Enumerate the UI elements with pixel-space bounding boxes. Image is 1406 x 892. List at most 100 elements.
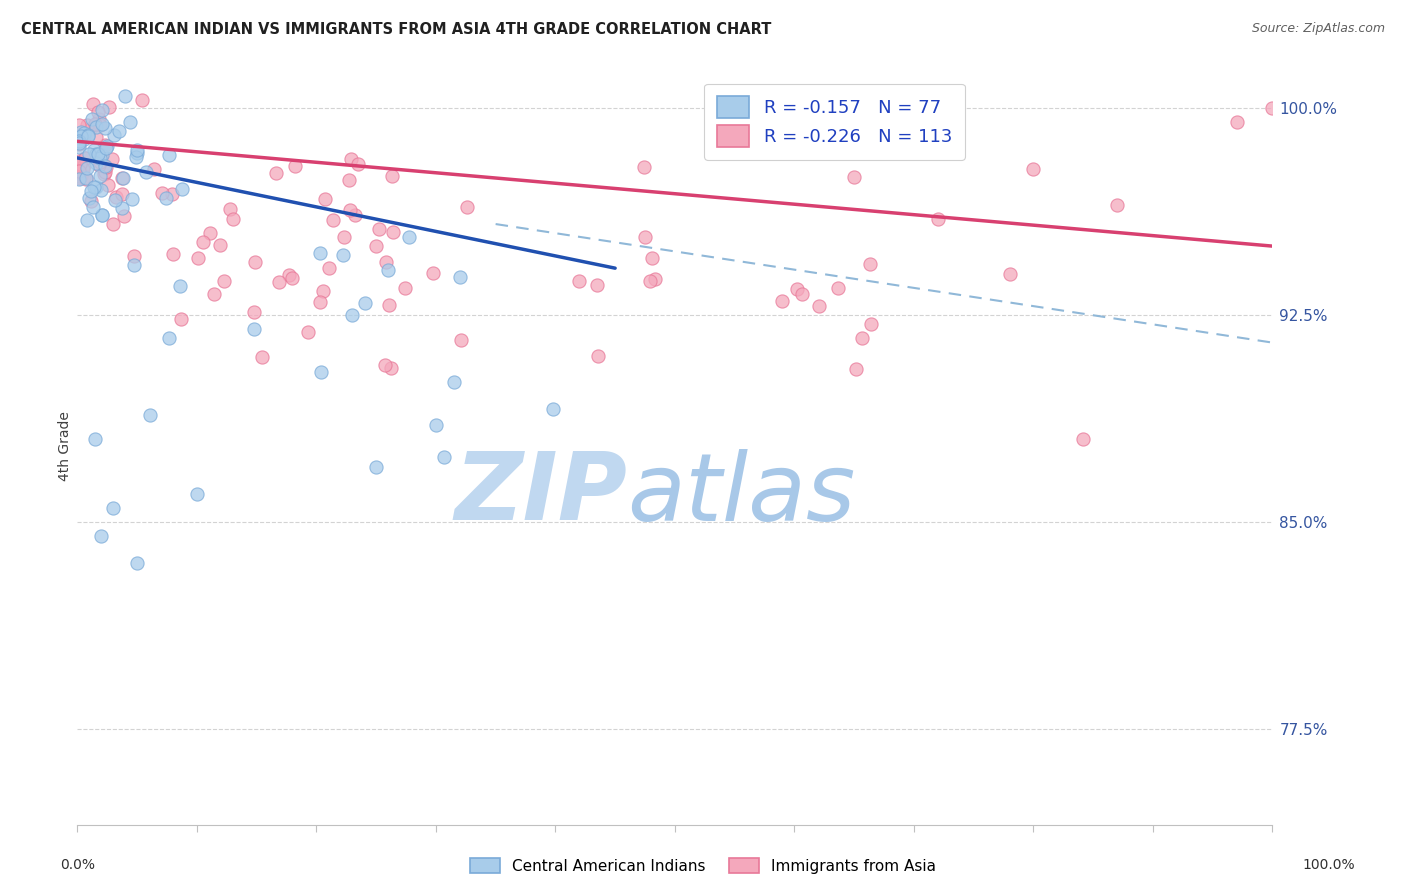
Point: [76, 213, 98, 227]
Point: [543, 402, 565, 417]
Point: [67, 154, 90, 169]
Point: [186, 487, 208, 501]
Point: [83, 117, 105, 131]
Point: [122, 248, 145, 262]
Point: [97, 178, 120, 193]
Point: [332, 248, 354, 262]
Point: [80, 184, 103, 198]
Point: [127, 144, 149, 158]
Point: [381, 169, 404, 184]
Point: [449, 269, 471, 284]
Point: [67, 137, 90, 152]
Point: [73, 128, 96, 142]
Point: [91, 209, 114, 223]
Point: [94, 120, 117, 135]
Point: [1071, 432, 1094, 446]
Point: [243, 305, 266, 319]
Point: [927, 211, 949, 226]
Point: [792, 287, 814, 301]
Point: [90, 183, 112, 197]
Point: [79, 191, 101, 205]
Point: [111, 186, 134, 201]
Point: [103, 128, 125, 142]
Point: [67, 118, 90, 132]
Point: [67, 140, 90, 154]
Point: [586, 349, 609, 363]
Point: [127, 145, 149, 160]
Point: [786, 282, 808, 296]
Point: [79, 194, 101, 208]
Point: [135, 165, 157, 179]
Point: [73, 126, 96, 140]
Point: [89, 155, 111, 169]
Point: [222, 211, 245, 226]
Point: [638, 274, 661, 288]
Point: [202, 287, 225, 301]
Point: [354, 295, 377, 310]
Point: [394, 281, 416, 295]
Point: [859, 257, 882, 271]
Point: [337, 172, 360, 186]
Point: [124, 150, 146, 164]
Point: [127, 556, 149, 570]
Point: [456, 200, 478, 214]
Point: [198, 226, 221, 240]
Point: [93, 168, 115, 182]
Point: [297, 325, 319, 339]
Point: [450, 334, 472, 348]
Point: [98, 100, 121, 114]
Point: [264, 166, 287, 180]
Point: [162, 246, 184, 260]
Point: [86, 179, 108, 194]
Point: [367, 222, 389, 236]
Point: [72, 161, 94, 176]
Point: [827, 281, 849, 295]
Point: [634, 229, 657, 244]
Point: [73, 158, 96, 172]
Text: Source: ZipAtlas.com: Source: ZipAtlas.com: [1251, 22, 1385, 36]
Point: [76, 118, 98, 132]
Point: [84, 432, 107, 446]
Point: [76, 161, 98, 175]
Point: [69, 157, 91, 171]
Point: [346, 157, 368, 171]
Point: [91, 103, 114, 117]
Point: [69, 128, 91, 143]
Point: [93, 159, 115, 173]
Point: [382, 225, 405, 239]
Point: [844, 170, 866, 185]
Point: [998, 267, 1021, 281]
Point: [160, 186, 183, 201]
Point: [568, 274, 591, 288]
Point: [1022, 161, 1045, 176]
Point: [87, 158, 110, 172]
Point: [67, 157, 90, 171]
Point: [309, 365, 332, 379]
Point: [187, 252, 209, 266]
Point: [84, 120, 107, 134]
Point: [122, 258, 145, 272]
Point: [157, 148, 180, 162]
Point: [86, 147, 108, 161]
Point: [90, 117, 112, 131]
Point: [111, 201, 134, 215]
Point: [70, 129, 93, 144]
Point: [76, 170, 98, 185]
Point: [67, 136, 90, 151]
Point: [169, 279, 191, 293]
Point: [79, 122, 101, 136]
Point: [131, 93, 153, 107]
Point: [82, 96, 104, 111]
Point: [340, 308, 363, 322]
Point: [75, 172, 97, 186]
Point: [308, 295, 330, 310]
Point: [89, 118, 111, 132]
Point: [322, 212, 344, 227]
Point: [73, 131, 96, 145]
Point: [96, 160, 118, 174]
Point: [104, 190, 127, 204]
Point: [845, 361, 868, 376]
Point: [86, 104, 108, 119]
Point: [82, 112, 104, 127]
Point: [212, 274, 235, 288]
